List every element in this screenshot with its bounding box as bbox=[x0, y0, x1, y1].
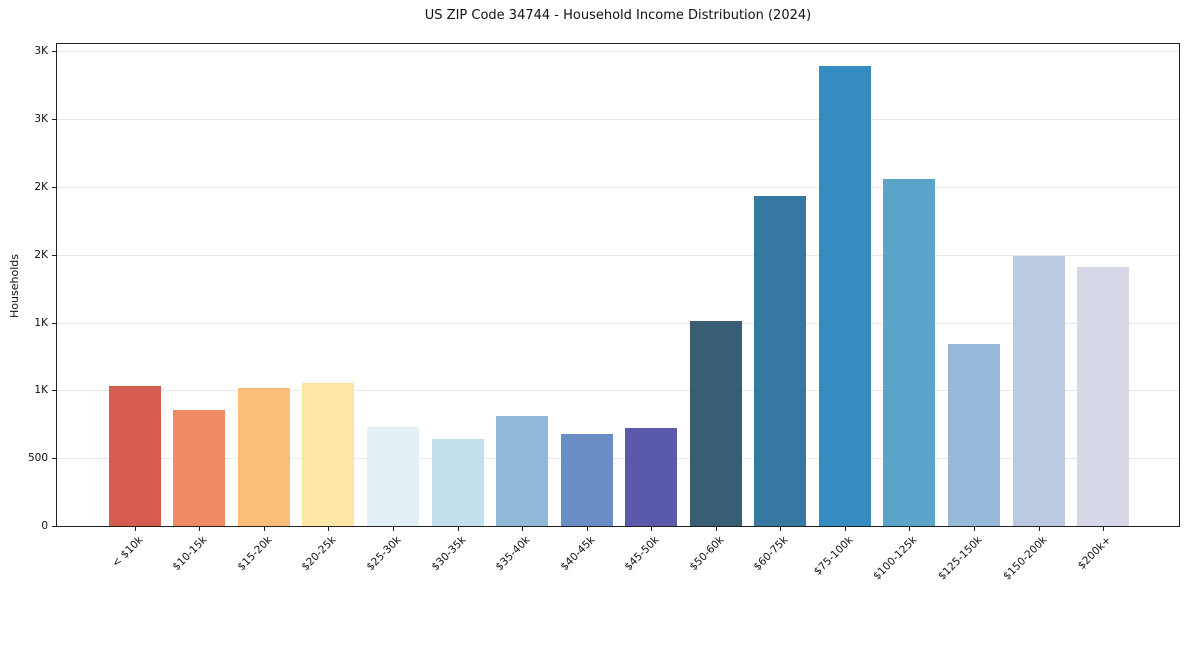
y-tick bbox=[52, 51, 56, 53]
grid-line bbox=[57, 186, 1179, 188]
y-tick-label: 2K bbox=[34, 248, 48, 261]
bar-$15-20k bbox=[237, 388, 290, 526]
x-tick-label: $200k+ bbox=[1075, 534, 1114, 572]
bar-$30-35k bbox=[431, 438, 484, 526]
grid-line bbox=[57, 119, 1179, 121]
bar-$25-30k bbox=[367, 426, 419, 526]
bar-$35-40k bbox=[496, 416, 549, 526]
y-tick bbox=[52, 322, 56, 324]
x-tick bbox=[134, 527, 136, 531]
x-tick-label: $25-30k bbox=[364, 534, 404, 574]
bar-$200k+ bbox=[1077, 266, 1130, 526]
y-tick-label: 2K bbox=[34, 180, 48, 193]
x-tick bbox=[715, 527, 717, 531]
x-tick bbox=[780, 527, 782, 531]
x-tick bbox=[1103, 527, 1105, 531]
x-tick-label: $75-100k bbox=[811, 534, 856, 578]
y-tick bbox=[52, 119, 56, 121]
x-tick bbox=[328, 527, 330, 531]
bar-$10-15k bbox=[173, 410, 226, 526]
bar-$40-45k bbox=[560, 434, 613, 526]
x-tick-label: $45-50k bbox=[622, 534, 662, 574]
y-tick bbox=[52, 186, 56, 188]
bar-$60-75k bbox=[754, 196, 807, 526]
grid-line bbox=[57, 390, 1179, 392]
y-tick-label: 3K bbox=[34, 113, 48, 126]
grid-line bbox=[57, 458, 1179, 460]
y-tick bbox=[52, 458, 56, 460]
bar-$50-60k bbox=[689, 321, 742, 526]
x-tick bbox=[393, 527, 394, 531]
y-tick-label: 1K bbox=[34, 384, 48, 397]
x-tick bbox=[586, 527, 588, 531]
household-income-bar-chart: US ZIP Code 34744 - Household Income Dis… bbox=[8, 8, 1180, 583]
x-tick-label: $15-20k bbox=[235, 534, 275, 574]
grid-line bbox=[57, 322, 1179, 324]
x-tick-label: < $10k bbox=[109, 534, 146, 570]
x-tick-label: $40-45k bbox=[558, 534, 598, 574]
bar-$75-100k bbox=[818, 66, 871, 526]
bar-$45-50k bbox=[625, 427, 678, 526]
bar-$125-150k bbox=[947, 344, 1000, 526]
x-tick bbox=[651, 527, 653, 531]
bar-$20-25k bbox=[302, 382, 355, 526]
bar-$150-200k bbox=[1012, 256, 1065, 526]
x-tick bbox=[457, 527, 459, 531]
x-tick-label: $35-40k bbox=[493, 534, 533, 574]
y-tick bbox=[52, 526, 56, 527]
y-tick-label: 500 bbox=[27, 452, 48, 465]
x-tick-label: $50-60k bbox=[687, 534, 727, 574]
y-tick-label: 1K bbox=[34, 316, 48, 329]
y-tick bbox=[52, 390, 56, 392]
x-tick-label: $150-200k bbox=[1000, 534, 1049, 583]
x-tick bbox=[909, 527, 911, 531]
x-tick bbox=[263, 527, 265, 531]
x-tick bbox=[1038, 527, 1040, 531]
plot-inner bbox=[57, 44, 1179, 526]
x-tick bbox=[844, 527, 846, 531]
x-tick-label: $60-75k bbox=[751, 534, 791, 574]
x-tick-label: $20-25k bbox=[299, 534, 339, 574]
y-tick bbox=[52, 254, 56, 256]
x-tick-label: $30-35k bbox=[428, 534, 469, 574]
x-tick bbox=[522, 527, 524, 531]
x-tick-label: $125-150k bbox=[935, 534, 985, 583]
x-tick-label: $10-15k bbox=[170, 534, 210, 574]
bar-$100-125k bbox=[883, 178, 936, 526]
chart-title: US ZIP Code 34744 - Household Income Dis… bbox=[424, 8, 812, 23]
bar-< $10k bbox=[108, 386, 161, 526]
x-tick bbox=[973, 527, 975, 531]
grid-line bbox=[57, 51, 1179, 53]
grid-line bbox=[57, 254, 1179, 256]
x-tick-label: $100-125k bbox=[871, 534, 920, 583]
x-tick bbox=[199, 527, 201, 531]
y-tick-label: 3K bbox=[34, 45, 48, 58]
y-tick-label: 0 bbox=[41, 520, 48, 532]
